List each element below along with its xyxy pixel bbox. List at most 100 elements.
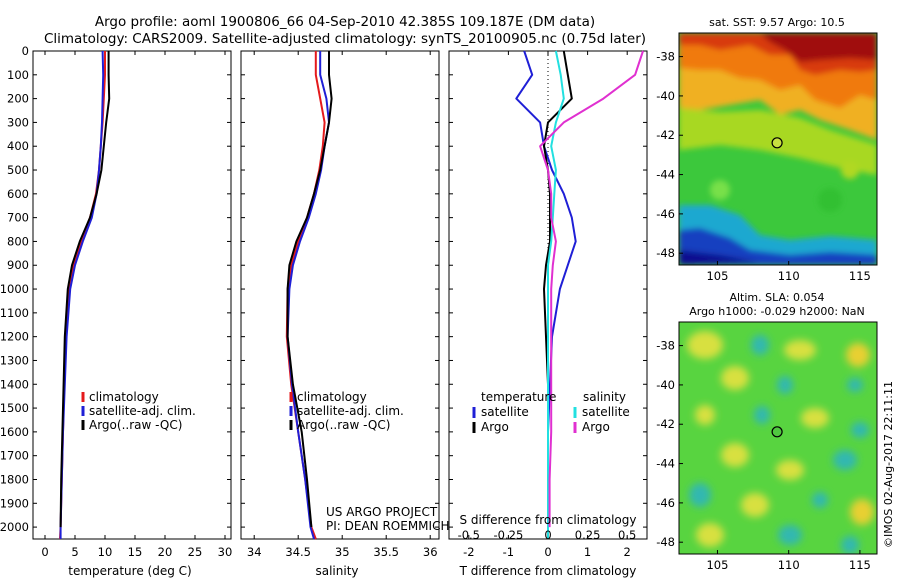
sst-map: sat. SST: 9.57 Argo: 10.5 105 110 115 -38 -4… <box>656 16 878 283</box>
y-tick-label: 1900 <box>0 496 29 510</box>
legend-title-temperature: temperature <box>481 390 556 404</box>
x-tick-label: 34.5 <box>285 545 311 559</box>
x-tick-label: 1 <box>584 545 591 559</box>
map-y-tick-label: -46 <box>656 207 675 221</box>
x-tick-label: 25 <box>188 545 203 559</box>
x-tick-label: 10 <box>98 545 113 559</box>
y-tick-label: 1400 <box>0 377 29 391</box>
legend-label: Argo(..raw -QC) <box>297 418 390 432</box>
s-difference-ticks: -0.5 -0.25 0 0.25 0.5 <box>458 528 637 542</box>
argo-raw-qc-line <box>286 51 333 528</box>
y-tick-label: 1100 <box>0 306 29 320</box>
salinity-panel: 34 34.5 35 35.5 36 salinity climatologysatel… <box>240 50 449 578</box>
sst-field <box>679 33 877 265</box>
sla-float-location-marker <box>771 426 783 438</box>
x-tick-label: 30 <box>218 545 233 559</box>
x-tick-label: 5 <box>71 545 78 559</box>
sla-map-title2: Argo h1000: -0.029 h2000: NaN <box>689 305 865 318</box>
y-tick-label: 1300 <box>0 353 29 367</box>
credit-line1: US ARGO PROJECT <box>326 505 438 519</box>
y-tick-label: 0 <box>22 44 29 58</box>
y-tick-label: 800 <box>7 234 29 248</box>
y-tick-label: 700 <box>7 211 29 225</box>
sst-float-location-marker <box>771 137 783 149</box>
salinity-axes: 34 34.5 35 35.5 36 <box>241 50 439 559</box>
map-y-tick-label: -48 <box>656 535 675 549</box>
sla-map: Altim. SLA: 0.054 Argo h1000: -0.029 h20… <box>656 291 878 572</box>
difference-lines <box>515 50 644 539</box>
x-tick-label: 36 <box>423 545 438 559</box>
sla-map-axes: 105 110 115 -38 -40 -42 -44 -46 -48 <box>656 339 871 572</box>
map-y-tick-label: -42 <box>656 417 675 431</box>
map-y-tick-label: -48 <box>656 246 675 260</box>
s-tick-label: -0.5 <box>458 528 480 542</box>
difference-panel: -2 -1 0 1 2 S difference from climatology -0… <box>448 50 648 578</box>
y-tick-label: 1600 <box>0 425 29 439</box>
y-tick-label: 600 <box>7 187 29 201</box>
map-y-tick-label: -44 <box>656 168 675 182</box>
salinity-argo-line <box>539 50 644 528</box>
x-tick-label: -2 <box>463 545 474 559</box>
y-tick-label: 200 <box>7 92 29 106</box>
map-y-tick-label: -40 <box>656 378 675 392</box>
difference-axes: -2 -1 0 1 2 <box>449 50 647 559</box>
legend-label: satellite <box>481 405 529 419</box>
x-tick-label: 0 <box>544 545 551 559</box>
x-tick-label: 0 <box>41 545 48 559</box>
temperature-plot-frame <box>32 50 232 540</box>
legend-label: satellite-adj. clim. <box>297 404 404 418</box>
salinity-satellite-line <box>547 50 565 539</box>
map-y-tick-label: -46 <box>656 496 675 510</box>
legend-label: satellite <box>582 405 630 419</box>
map-x-tick-label: 105 <box>706 269 728 283</box>
y-tick-label: 2000 <box>0 520 29 534</box>
y-tick-label: 500 <box>7 163 29 177</box>
satellite-adj-clim-line <box>286 51 330 540</box>
y-tick-label: 1000 <box>0 282 29 296</box>
x-tick-label: 20 <box>158 545 173 559</box>
t-difference-xlabel: T difference from climatology <box>459 564 637 578</box>
legend-label: Argo <box>582 420 610 434</box>
x-tick-label: 35 <box>335 545 350 559</box>
sst-map-title: sat. SST: 9.57 Argo: 10.5 <box>709 16 845 29</box>
y-tick-label: 300 <box>7 115 29 129</box>
legend-label: Argo(..raw -QC) <box>89 418 182 432</box>
argo-raw-qc-line <box>59 51 111 528</box>
y-tick-label: 1800 <box>0 472 29 486</box>
x-tick-label: 2 <box>624 545 631 559</box>
s-difference-label: S difference from climatology <box>460 513 637 527</box>
y-tick-label: 100 <box>7 68 29 82</box>
salinity-lines <box>285 51 333 540</box>
legend-label: satellite-adj. clim. <box>89 404 196 418</box>
map-x-tick-label: 105 <box>706 558 728 572</box>
x-tick-label: 15 <box>128 545 143 559</box>
map-y-tick-label: -44 <box>656 457 675 471</box>
sla-map-title1: Altim. SLA: 0.054 <box>729 291 824 304</box>
imos-timestamp: ©IMOS 02-Aug-2017 22:11:11 <box>882 381 895 548</box>
legend-label: Argo <box>481 420 509 434</box>
figure-title-line2: Climatology: CARS2009. Satellite-adjuste… <box>44 31 646 47</box>
temperature-xlabel: temperature (deg C) <box>68 564 191 578</box>
sla-map-frame <box>678 321 878 555</box>
y-tick-label: 1200 <box>0 330 29 344</box>
x-tick-label: -1 <box>503 545 514 559</box>
legend-label: climatology <box>297 390 367 404</box>
s-tick-label: 0.25 <box>575 528 601 542</box>
map-y-tick-label: -38 <box>656 50 675 64</box>
salinity-plot-frame <box>240 50 440 540</box>
y-tick-label: 400 <box>7 139 29 153</box>
x-tick-label: 35.5 <box>373 545 399 559</box>
temperature-lines <box>59 50 111 540</box>
sst-map-frame <box>678 32 878 266</box>
temperature-panel: 0 5 10 15 20 25 300100200300400500600700800900… <box>0 44 232 578</box>
map-y-tick-label: -42 <box>656 128 675 142</box>
sst-map-axes: 105 110 115 -38 -40 -42 -44 -46 -48 <box>656 50 871 283</box>
x-tick-label: 34 <box>247 545 262 559</box>
map-x-tick-label: 115 <box>849 558 871 572</box>
s-tick-label: 0 <box>544 528 551 542</box>
y-tick-label: 900 <box>7 258 29 272</box>
y-tick-label: 1500 <box>0 401 29 415</box>
legend-label: climatology <box>89 390 159 404</box>
